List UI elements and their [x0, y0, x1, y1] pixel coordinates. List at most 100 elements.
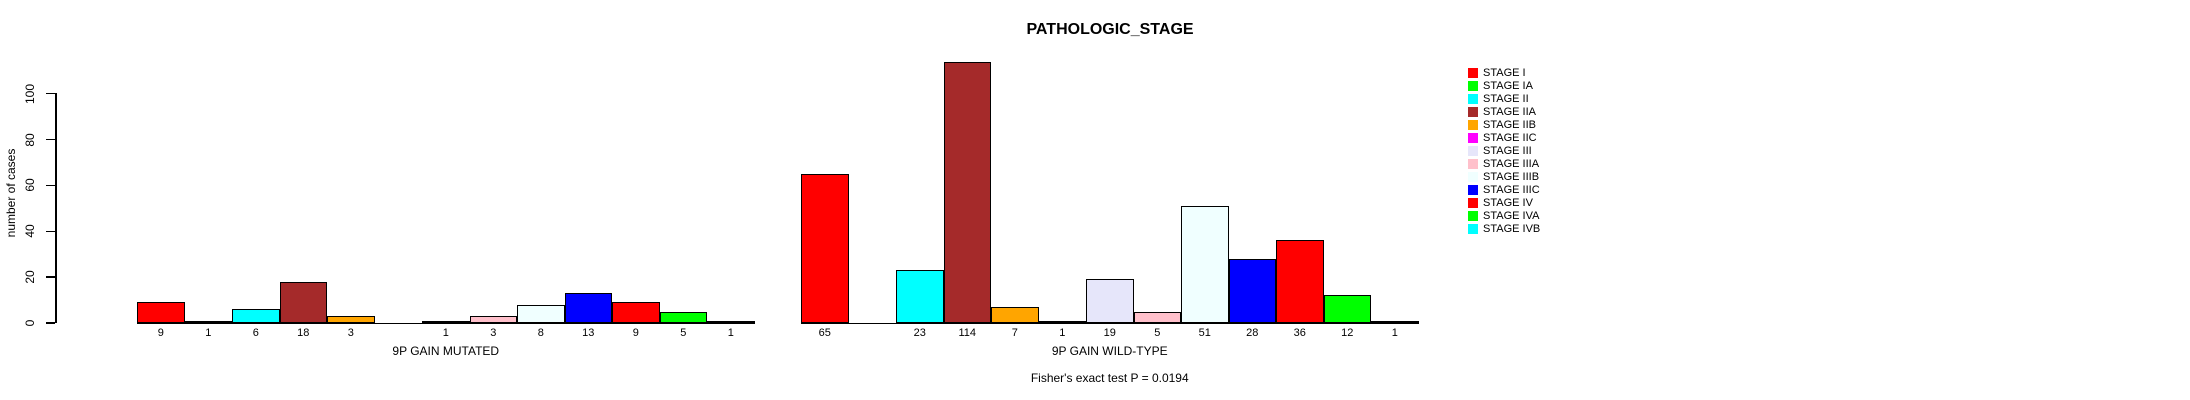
bar-value-label: 9 — [632, 327, 639, 339]
y-tick-label: 80 — [23, 132, 37, 147]
legend-item: STAGE IVB — [1468, 222, 1540, 235]
bar-value-label: 5 — [680, 327, 687, 339]
bar-stage-ii — [232, 309, 280, 323]
bar-group — [137, 93, 755, 324]
legend-color-swatch — [1468, 80, 1478, 91]
legend-item: STAGE IV — [1468, 196, 1540, 209]
bar-value-label: 1 — [205, 327, 212, 339]
bar-value-label: 51 — [1198, 327, 1211, 339]
bar-value-label: 12 — [1341, 327, 1354, 339]
bar-stage-iv — [1276, 240, 1324, 323]
legend-item: STAGE IIA — [1468, 105, 1540, 118]
bar-value-label: 1 — [442, 327, 449, 339]
legend-label: STAGE IIB — [1483, 118, 1536, 131]
bar-stage-iiib — [1181, 206, 1229, 323]
bar-stage-iii — [1086, 279, 1134, 323]
bar-value-row: 9 1 6 18 3 1 3 8 13 9 5 1 — [137, 327, 755, 339]
bar-value-label — [849, 327, 897, 339]
legend-item: STAGE IA — [1468, 79, 1540, 92]
legend-color-swatch — [1468, 67, 1478, 78]
bar-stage-iva — [659, 312, 707, 323]
legend-item: STAGE IIIA — [1468, 157, 1540, 170]
bar-stage-iiib — [517, 305, 565, 323]
y-axis-title: number of cases — [4, 148, 18, 238]
y-tick-mark — [46, 184, 55, 187]
chart-title: PATHOLOGIC_STAGE — [1026, 21, 1194, 38]
legend-color-swatch — [1468, 210, 1478, 221]
bar-value-label: 1 — [1059, 327, 1066, 339]
legend-color-swatch — [1468, 93, 1478, 104]
bar-value-label: 1 — [727, 327, 734, 339]
legend-color-swatch — [1468, 223, 1478, 234]
legend-label: STAGE IVA — [1483, 209, 1540, 222]
bar-value-label: 3 — [490, 327, 497, 339]
y-tick-label: 40 — [23, 224, 37, 238]
bar-stage-iiic — [564, 293, 612, 323]
legend-item: STAGE I — [1468, 66, 1540, 79]
x-axis-group-label: 9P GAIN MUTATED — [392, 344, 500, 358]
legend-item: STAGE IVA — [1468, 209, 1540, 222]
bar-value-label: 28 — [1246, 327, 1259, 339]
legend-color-swatch — [1468, 106, 1478, 117]
bar-stage-i — [801, 174, 849, 323]
legend-item: STAGE III — [1468, 144, 1540, 157]
legend-color-swatch — [1468, 158, 1478, 169]
bar-stage-iiia — [1133, 312, 1181, 323]
legend-color-swatch — [1468, 184, 1478, 195]
x-axis-group-label: 9P GAIN WILD-TYPE — [1051, 344, 1168, 358]
legend-label: STAGE IV — [1483, 196, 1533, 209]
legend-item: STAGE IIC — [1468, 131, 1540, 144]
legend-item: STAGE IIIC — [1468, 183, 1540, 196]
bar-value-label: 5 — [1154, 327, 1161, 339]
bar-value-label: 7 — [1011, 327, 1018, 339]
bar-value-label: 1 — [1391, 327, 1398, 339]
bar-stage-iia — [943, 62, 991, 323]
bar-value-label: 18 — [297, 327, 310, 339]
bar-stage-ivb — [707, 321, 755, 323]
bar-stage-i — [137, 302, 185, 323]
bar-value-label: 6 — [252, 327, 259, 339]
bar-value-label — [375, 327, 423, 339]
legend-label: STAGE IVB — [1483, 222, 1541, 235]
bar-value-row: 65 23 114 7 1 19 5 51 28 36 12 1 — [801, 327, 1419, 339]
legend-color-swatch — [1468, 119, 1478, 130]
y-tick-mark — [46, 138, 55, 141]
legend-label: STAGE IIIC — [1483, 183, 1540, 196]
bar-stage-iiia — [469, 316, 517, 323]
legend: STAGE I STAGE IA STAGE II STAGE IIA STAGE II… — [1468, 66, 1540, 235]
bar-value-label: 65 — [818, 327, 831, 339]
y-tick-mark — [46, 276, 55, 278]
bar-stage-iib — [991, 307, 1039, 323]
legend-label: STAGE IIA — [1483, 105, 1536, 118]
legend-item: STAGE II — [1468, 92, 1540, 105]
bar-stage-iiic — [1228, 259, 1276, 323]
legend-label: STAGE IIC — [1483, 131, 1537, 144]
legend-label: STAGE II — [1483, 92, 1529, 105]
legend-color-swatch — [1468, 171, 1478, 182]
bar-value-label: 23 — [913, 327, 926, 339]
bar-stage-ia — [184, 321, 232, 323]
bar-stage-iic — [1038, 321, 1086, 323]
bar-stage-iii — [422, 321, 470, 323]
y-tick-label: 60 — [23, 178, 37, 193]
bar-stage-iv — [612, 302, 660, 323]
legend-label: STAGE IA — [1483, 79, 1533, 92]
bar-value-label: 8 — [537, 327, 544, 339]
y-tick-label: 0 — [23, 319, 37, 327]
legend-label: STAGE I — [1483, 66, 1526, 79]
bar-stage-iib — [327, 316, 375, 323]
legend-color-swatch — [1468, 197, 1478, 208]
bar-value-label: 114 — [958, 327, 977, 339]
bar-stage-ivb — [1371, 321, 1419, 323]
bar-value-label: 3 — [347, 327, 354, 339]
y-tick-label: 100 — [23, 83, 37, 104]
y-tick-mark — [46, 230, 55, 233]
bar-stage-ii — [896, 270, 944, 323]
y-axis-line — [55, 93, 57, 323]
bar-value-label: 19 — [1103, 327, 1116, 339]
legend-label: STAGE III — [1483, 144, 1532, 157]
bar-value-label: 9 — [157, 327, 164, 339]
bar-stage-iia — [279, 282, 327, 323]
legend-label: STAGE IIIB — [1483, 170, 1540, 183]
